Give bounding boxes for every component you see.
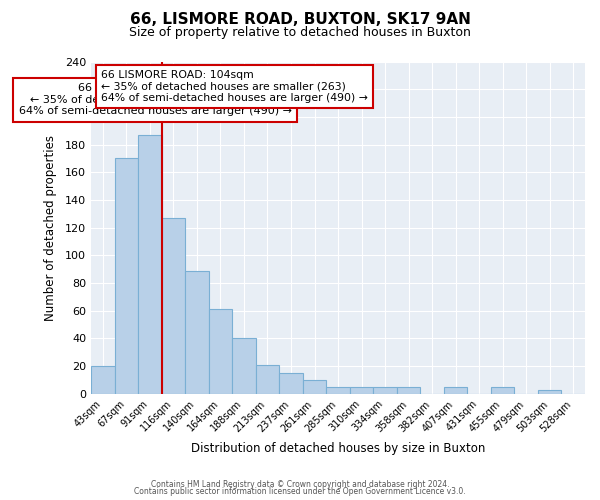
Bar [209,310,232,394]
Bar [161,218,185,394]
Text: Size of property relative to detached houses in Buxton: Size of property relative to detached ho… [129,26,471,39]
Bar [326,387,350,394]
Bar [138,135,161,394]
Bar [185,270,209,394]
Bar [115,158,138,394]
Bar [256,365,279,394]
Bar [373,387,397,394]
Text: Contains public sector information licensed under the Open Government Licence v3: Contains public sector information licen… [134,487,466,496]
Text: 66 LISMORE ROAD: 104sqm
← 35% of detached houses are smaller (263)
64% of semi-d: 66 LISMORE ROAD: 104sqm ← 35% of detache… [101,70,368,103]
X-axis label: Distribution of detached houses by size in Buxton: Distribution of detached houses by size … [191,442,485,455]
Text: 66 LISMORE ROAD: 104sqm
← 35% of detached houses are smaller (263)
64% of semi-d: 66 LISMORE ROAD: 104sqm ← 35% of detache… [19,83,292,116]
Bar [538,390,562,394]
Bar [444,387,467,394]
Text: Contains HM Land Registry data © Crown copyright and database right 2024.: Contains HM Land Registry data © Crown c… [151,480,449,489]
Bar [397,387,421,394]
Bar [91,366,115,394]
Bar [232,338,256,394]
Bar [303,380,326,394]
Bar [491,387,514,394]
Bar [350,387,373,394]
Bar [279,373,303,394]
Y-axis label: Number of detached properties: Number of detached properties [44,134,56,320]
Text: 66, LISMORE ROAD, BUXTON, SK17 9AN: 66, LISMORE ROAD, BUXTON, SK17 9AN [130,12,470,28]
